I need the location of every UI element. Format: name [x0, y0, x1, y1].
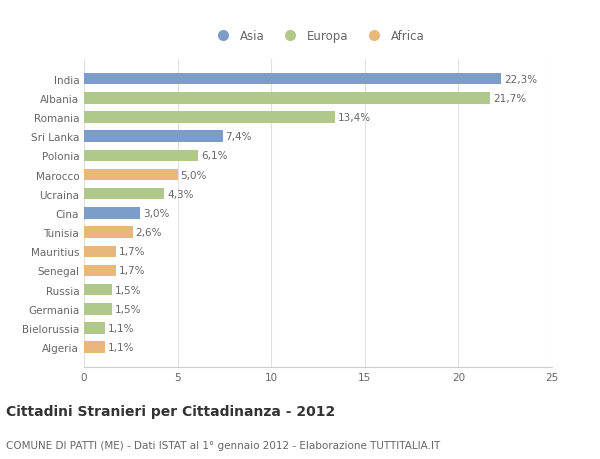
- Bar: [84, 323, 104, 334]
- Text: 4,3%: 4,3%: [167, 189, 194, 199]
- Bar: [84, 150, 198, 162]
- Text: 3,0%: 3,0%: [143, 208, 169, 218]
- Text: 1,7%: 1,7%: [119, 266, 145, 276]
- Bar: [84, 73, 502, 85]
- Bar: [84, 189, 164, 200]
- Text: 1,1%: 1,1%: [107, 323, 134, 333]
- Text: 1,5%: 1,5%: [115, 304, 142, 314]
- Bar: [84, 112, 335, 123]
- Text: 1,7%: 1,7%: [119, 247, 145, 257]
- Text: 2,6%: 2,6%: [136, 228, 162, 238]
- Text: COMUNE DI PATTI (ME) - Dati ISTAT al 1° gennaio 2012 - Elaborazione TUTTITALIA.I: COMUNE DI PATTI (ME) - Dati ISTAT al 1° …: [6, 440, 440, 450]
- Legend: Asia, Europa, Africa: Asia, Europa, Africa: [206, 26, 430, 48]
- Bar: [84, 207, 140, 219]
- Text: 5,0%: 5,0%: [181, 170, 207, 180]
- Text: 1,5%: 1,5%: [115, 285, 142, 295]
- Bar: [84, 284, 112, 296]
- Bar: [84, 169, 178, 181]
- Text: 22,3%: 22,3%: [504, 74, 538, 84]
- Text: 7,4%: 7,4%: [226, 132, 252, 142]
- Bar: [84, 227, 133, 238]
- Bar: [84, 246, 116, 257]
- Text: 21,7%: 21,7%: [493, 94, 526, 104]
- Bar: [84, 265, 116, 277]
- Text: 1,1%: 1,1%: [107, 342, 134, 353]
- Bar: [84, 93, 490, 104]
- Text: 13,4%: 13,4%: [338, 113, 371, 123]
- Bar: [84, 342, 104, 353]
- Bar: [84, 303, 112, 315]
- Bar: [84, 131, 223, 143]
- Text: 6,1%: 6,1%: [201, 151, 227, 161]
- Text: Cittadini Stranieri per Cittadinanza - 2012: Cittadini Stranieri per Cittadinanza - 2…: [6, 404, 335, 418]
